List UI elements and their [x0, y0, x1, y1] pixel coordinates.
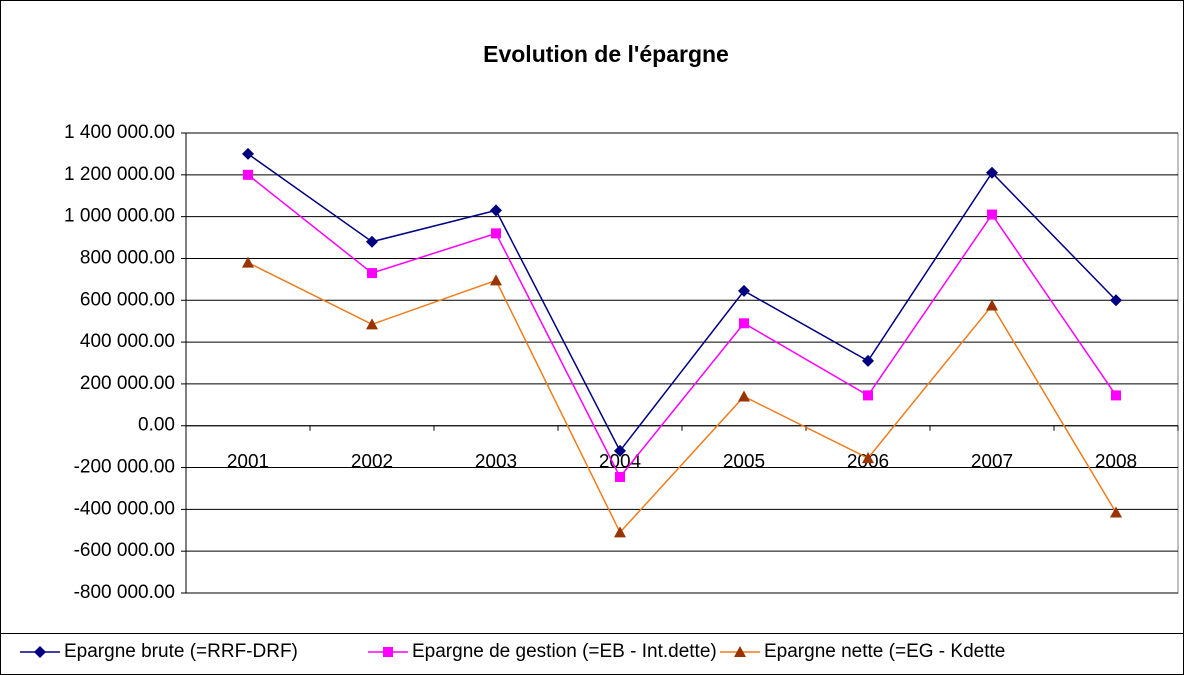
marker [490, 204, 502, 217]
marker [986, 299, 998, 311]
marker [739, 318, 749, 329]
x-tick-label: 2007 [971, 452, 1013, 473]
marker [1110, 294, 1122, 307]
marker [242, 256, 254, 268]
marker [1110, 506, 1122, 518]
marker [366, 318, 378, 330]
x-tick-label: 2001 [227, 452, 269, 473]
x-tick-label: 2002 [351, 452, 393, 473]
y-tick-label: 400 000.00 [80, 331, 175, 352]
y-tick-label: 1 400 000.00 [64, 122, 175, 143]
marker [243, 169, 253, 180]
x-tick-label: 2003 [475, 452, 517, 473]
legend-marker [734, 646, 746, 657]
marker [490, 274, 502, 286]
series-line [247, 261, 1117, 534]
marker [614, 526, 626, 538]
y-tick-label: 1 200 000.00 [64, 164, 175, 185]
series-line [247, 153, 1117, 453]
marker [1111, 390, 1121, 401]
marker [491, 228, 501, 239]
marker [862, 452, 874, 464]
series-line [247, 174, 1117, 479]
marker [862, 354, 874, 367]
y-tick-label: -600 000.00 [74, 540, 175, 561]
marker [367, 268, 377, 279]
y-tick-label: 600 000.00 [80, 289, 175, 310]
y-tick-label: 1 000 000.00 [64, 206, 175, 227]
y-tick-label: 0.00 [138, 415, 175, 436]
marker [242, 147, 254, 160]
x-tick-label: 2008 [1095, 452, 1137, 473]
y-tick-label: -200 000.00 [74, 457, 175, 478]
chart-title: Evolution de l'épargne [483, 41, 729, 67]
legend-label: Epargne nette (=EG - Kdette [764, 641, 1005, 662]
marker [614, 444, 626, 457]
y-tick-label: -400 000.00 [74, 498, 175, 519]
marker [615, 471, 625, 482]
y-tick-label: 200 000.00 [80, 373, 175, 394]
y-tick-label: 800 000.00 [80, 247, 175, 268]
plot-area [185, 132, 1179, 594]
marker [986, 166, 998, 179]
marker [863, 390, 873, 401]
legend-label: Epargne de gestion (=EB - Int.dette) [412, 641, 717, 662]
legend-marker [383, 647, 393, 657]
y-tick-label: -800 000.00 [74, 582, 175, 603]
legend-marker [34, 646, 46, 658]
marker [987, 209, 997, 220]
marker [738, 284, 750, 297]
x-tick-label: 2005 [723, 452, 765, 473]
legend-label: Epargne brute (=RRF-DRF) [64, 641, 298, 662]
marker [366, 235, 378, 248]
marker [738, 390, 750, 402]
